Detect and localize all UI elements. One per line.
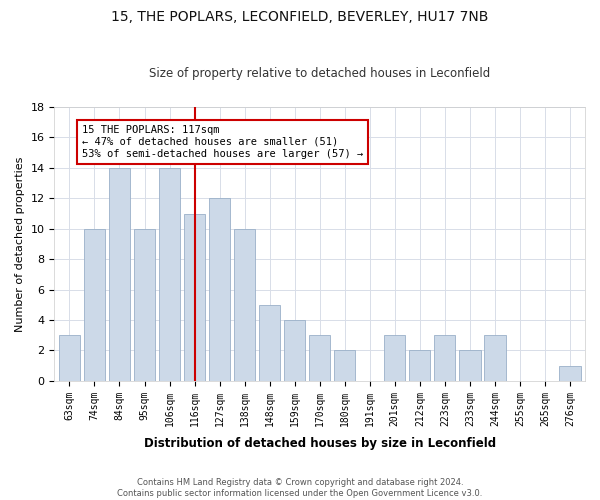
Bar bbox=[84, 229, 105, 381]
Bar bbox=[159, 168, 180, 381]
Bar bbox=[434, 336, 455, 381]
Bar bbox=[409, 350, 430, 381]
X-axis label: Distribution of detached houses by size in Leconfield: Distribution of detached houses by size … bbox=[143, 437, 496, 450]
Bar bbox=[284, 320, 305, 381]
Bar bbox=[209, 198, 230, 381]
Y-axis label: Number of detached properties: Number of detached properties bbox=[15, 156, 25, 332]
Text: Contains HM Land Registry data © Crown copyright and database right 2024.
Contai: Contains HM Land Registry data © Crown c… bbox=[118, 478, 482, 498]
Bar bbox=[59, 336, 80, 381]
Bar bbox=[109, 168, 130, 381]
Bar bbox=[184, 214, 205, 381]
Bar bbox=[259, 305, 280, 381]
Text: 15, THE POPLARS, LECONFIELD, BEVERLEY, HU17 7NB: 15, THE POPLARS, LECONFIELD, BEVERLEY, H… bbox=[112, 10, 488, 24]
Bar bbox=[334, 350, 355, 381]
Bar bbox=[309, 336, 331, 381]
Bar bbox=[459, 350, 481, 381]
Bar bbox=[559, 366, 581, 381]
Bar bbox=[234, 229, 255, 381]
Bar bbox=[134, 229, 155, 381]
Bar bbox=[384, 336, 406, 381]
Text: 15 THE POPLARS: 117sqm
← 47% of detached houses are smaller (51)
53% of semi-det: 15 THE POPLARS: 117sqm ← 47% of detached… bbox=[82, 126, 363, 158]
Title: Size of property relative to detached houses in Leconfield: Size of property relative to detached ho… bbox=[149, 66, 490, 80]
Bar bbox=[484, 336, 506, 381]
